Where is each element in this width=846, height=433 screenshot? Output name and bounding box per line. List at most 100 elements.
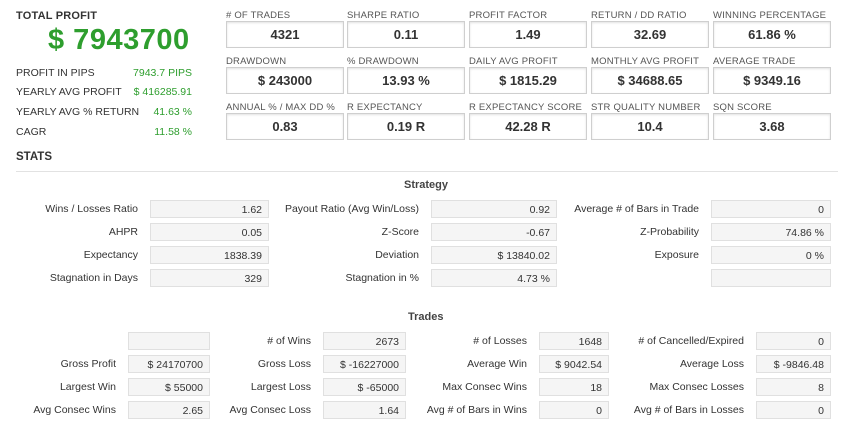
metric-label: RETURN / DD RATIO xyxy=(591,10,687,21)
trades-label: Avg # of Bars in Wins xyxy=(426,404,527,416)
strategy-value: -0.67 xyxy=(431,223,557,241)
strategy-label: Payout Ratio (Avg Win/Loss) xyxy=(284,203,419,215)
strategy-label: Exposure xyxy=(654,249,699,261)
summary-row-yearly-avg-return: YEARLY AVG % RETURN 41.63 % xyxy=(16,106,192,120)
trades-label: Avg Consec Wins xyxy=(33,404,116,416)
strategy-label: Stagnation in Days xyxy=(49,272,138,284)
metric-drawdown: DRAWDOWN $ 243000 xyxy=(226,56,344,96)
metric-label: DAILY AVG PROFIT xyxy=(469,56,558,67)
metric-str-quality-number: STR QUALITY NUMBER 10.4 xyxy=(591,102,709,142)
strategy-value: $ 13840.02 xyxy=(431,246,557,264)
trades-heading: Trades xyxy=(408,311,444,323)
trades-label: # of Cancelled/Expired xyxy=(638,335,744,347)
trades-label: Largest Loss xyxy=(250,381,311,393)
metric-label: WINNING PERCENTAGE xyxy=(713,10,827,21)
summary-label: YEARLY AVG % RETURN xyxy=(16,106,140,118)
metric-annual-max-dd: ANNUAL % / MAX DD % 0.83 xyxy=(226,102,344,142)
metric-r-expectancy-score: R EXPECTANCY SCORE 42.28 R xyxy=(469,102,587,142)
metric-daily-avg-profit: DAILY AVG PROFIT $ 1815.29 xyxy=(469,56,587,96)
metric-value: $ 9349.16 xyxy=(713,67,831,94)
trades-label: Max Consec Losses xyxy=(649,381,744,393)
trades-value: 0 xyxy=(539,401,609,419)
strategy-label: Wins / Losses Ratio xyxy=(45,203,138,215)
strategy-value: 0.92 xyxy=(431,200,557,218)
strategy-label: Average # of Bars in Trade xyxy=(574,203,699,215)
trades-label: Gross Loss xyxy=(257,358,311,370)
trades-value: 1648 xyxy=(539,332,609,350)
trades-value: 2.65 xyxy=(128,401,210,419)
metric-label: SQN SCORE xyxy=(713,102,772,113)
metric-average-trade: AVERAGE TRADE $ 9349.16 xyxy=(713,56,831,96)
metric-label: # OF TRADES xyxy=(226,10,291,21)
strategy-label: AHPR xyxy=(108,226,138,238)
metric-num-trades: # OF TRADES 4321 xyxy=(226,10,344,50)
summary-label: CAGR xyxy=(16,126,47,138)
summary-value: 11.58 % xyxy=(154,126,192,138)
strategy-label: Z-Score xyxy=(381,226,419,238)
trades-value: $ 24170700 xyxy=(128,355,210,373)
strategy-heading: Strategy xyxy=(404,179,449,191)
metric-profit-factor: PROFIT FACTOR 1.49 xyxy=(469,10,587,50)
strategy-value: 329 xyxy=(150,269,269,287)
strategy-value xyxy=(711,269,831,287)
trades-label: Largest Win xyxy=(59,381,116,393)
trades-value xyxy=(128,332,210,350)
metric-sqn-score: SQN SCORE 3.68 xyxy=(713,102,831,142)
summary-value: 41.63 % xyxy=(153,106,192,118)
total-profit-value: $ 7943700 xyxy=(48,24,190,56)
metric-sharpe-ratio: SHARPE RATIO 0.11 xyxy=(347,10,465,50)
strategy-label: Stagnation in % xyxy=(345,272,419,284)
metric-value: $ 34688.65 xyxy=(591,67,709,94)
metric-label: PROFIT FACTOR xyxy=(469,10,548,21)
trades-value: $ -65000 xyxy=(323,378,406,396)
metric-label: R EXPECTANCY xyxy=(347,102,423,113)
metric-value: 10.4 xyxy=(591,113,709,140)
trades-label: Max Consec Wins xyxy=(442,381,527,393)
trades-label: Avg # of Bars in Losses xyxy=(633,404,744,416)
summary-row-cagr: CAGR 11.58 % xyxy=(16,126,192,140)
strategy-label: Expectancy xyxy=(83,249,138,261)
summary-label: PROFIT IN PIPS xyxy=(16,67,95,79)
summary-value: $ 416285.91 xyxy=(133,86,192,98)
strategy-value: 1.62 xyxy=(150,200,269,218)
trades-label: Avg Consec Loss xyxy=(229,404,311,416)
metric-label: MONTHLY AVG PROFIT xyxy=(591,56,700,67)
strategy-value: 0 % xyxy=(711,246,831,264)
metric-value: 32.69 xyxy=(591,21,709,48)
strategy-value: 74.86 % xyxy=(711,223,831,241)
trades-label: Average Win xyxy=(467,358,527,370)
strategy-value: 0.05 xyxy=(150,223,269,241)
strategy-label xyxy=(560,269,699,288)
metric-value: 3.68 xyxy=(713,113,831,140)
trades-value: 1.64 xyxy=(323,401,406,419)
trades-value: $ 9042.54 xyxy=(539,355,609,373)
trades-value: 8 xyxy=(756,378,831,396)
metric-value: 61.86 % xyxy=(713,21,831,48)
strategy-value: 1838.39 xyxy=(150,246,269,264)
metric-value: 4321 xyxy=(226,21,344,48)
metric-value: $ 243000 xyxy=(226,67,344,94)
trades-value: 0 xyxy=(756,332,831,350)
metric-value: 0.19 R xyxy=(347,113,465,140)
metric-value: 42.28 R xyxy=(469,113,587,140)
trades-label: Average Loss xyxy=(679,358,744,370)
metric-r-expectancy: R EXPECTANCY 0.19 R xyxy=(347,102,465,142)
strategy-label: Z-Probability xyxy=(640,226,699,238)
trades-value: 18 xyxy=(539,378,609,396)
metric-monthly-avg-profit: MONTHLY AVG PROFIT $ 34688.65 xyxy=(591,56,709,96)
metric-label: R EXPECTANCY SCORE xyxy=(469,102,583,113)
metric-value: 0.83 xyxy=(226,113,344,140)
metric-return-dd-ratio: RETURN / DD RATIO 32.69 xyxy=(591,10,709,50)
trades-label: Gross Profit xyxy=(60,358,116,370)
metric-label: DRAWDOWN xyxy=(226,56,287,67)
summary-row-profit-in-pips: PROFIT IN PIPS 7943.7 PIPS xyxy=(16,67,192,81)
metric-value: 13.93 % xyxy=(347,67,465,94)
summary-value: 7943.7 PIPS xyxy=(133,67,192,79)
summary-label: YEARLY AVG PROFIT xyxy=(16,86,122,98)
trades-value: $ -16227000 xyxy=(323,355,406,373)
summary-row-yearly-avg-profit: YEARLY AVG PROFIT $ 416285.91 xyxy=(16,86,192,100)
metric-label: ANNUAL % / MAX DD % xyxy=(226,102,336,113)
metric-value: 0.11 xyxy=(347,21,465,48)
metric-label: STR QUALITY NUMBER xyxy=(591,102,701,113)
metric-pct-drawdown: % DRAWDOWN 13.93 % xyxy=(347,56,465,96)
